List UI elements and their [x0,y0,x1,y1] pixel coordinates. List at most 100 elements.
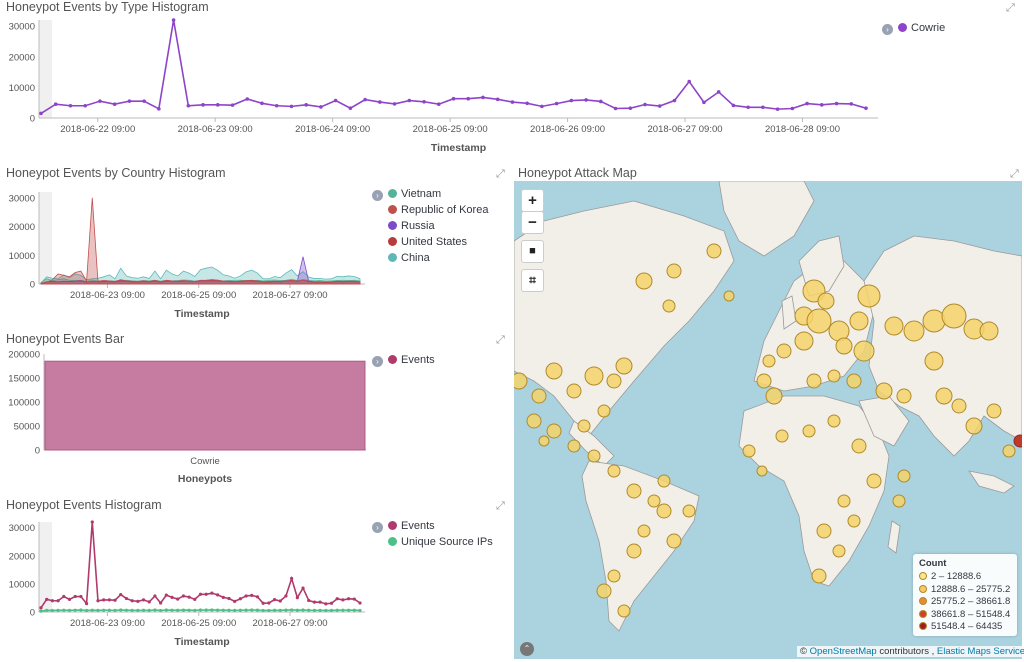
data-point [127,99,132,103]
indonesia [968,470,1015,494]
attack-point [897,469,911,483]
legend-item-events[interactable]: Events [388,354,435,366]
y-tick-label: 30000 [9,22,35,33]
data-point [599,99,603,104]
data-point [278,599,282,603]
series-area-republic-of-korea [40,197,361,285]
legend-toggle-icon[interactable]: › [372,190,383,201]
map-legend-row: 38661.8 – 51548.4 [919,609,1011,622]
events-histogram-panel: Honeypot Events Histogram ⤢ 0 10000 20000 3… [0,498,512,662]
data-point [284,608,288,612]
attack-point [965,417,983,435]
zoom-in-button[interactable]: + [521,189,544,212]
data-point [68,103,73,108]
legend-item-russia[interactable]: Russia [388,220,435,232]
data-point [79,594,83,599]
y-tick-label: 50000 [14,422,40,433]
attack-point [538,435,550,447]
map-legend-row: 2 – 12888.6 [919,571,1011,584]
attack-point [849,311,869,331]
expand-icon[interactable]: ⤢ [496,334,505,346]
legend-dot [388,189,397,198]
data-point [56,599,60,603]
attack-point [922,309,946,333]
type-histogram-chart: 0 10000 20000 30000 2018-06-22 09:00 2018-06-… [9,18,878,154]
legend-label: Republic of Korea [401,204,489,216]
legend-item-unique-source-ips[interactable]: Unique Source IPs [388,536,493,548]
data-point [136,608,140,612]
data-point [525,101,529,106]
crop-button[interactable]: ⌗ [521,269,544,292]
legend-swatch [919,597,927,605]
legend-dot [898,23,907,32]
attack-point [526,413,542,429]
attack-point [742,444,756,458]
data-point [358,601,362,605]
legend-item-china[interactable]: China [388,252,430,264]
data-point [250,608,254,612]
data-point [319,105,323,109]
events-bar-panel: Honeypot Events Bar ⤢ 0 50000 100000 150000… [0,332,512,492]
data-point [113,598,117,602]
data-point [233,599,237,603]
expand-icon[interactable]: ⤢ [1006,2,1015,14]
legend-item-cowrie[interactable]: Cowrie [898,22,945,34]
attack-point [756,373,772,389]
data-point [201,103,205,107]
data-point [39,606,43,610]
ems-link[interactable]: Elastic Maps Service [936,646,1024,657]
legend-item-united-states[interactable]: United States [388,236,467,248]
map-collapse-icon[interactable]: ⌃ [520,642,534,656]
data-point [73,608,77,612]
world-map[interactable] [514,181,1022,659]
zoom-out-button[interactable]: − [521,211,544,234]
data-point [159,601,163,605]
madagascar [887,520,901,554]
data-point [176,608,180,612]
south-america [581,460,700,632]
osm-link[interactable]: OpenStreetMap [809,646,877,657]
data-point [290,576,294,581]
data-point [215,593,220,597]
legend-item-republic-of-korea[interactable]: Republic of Korea [388,204,488,216]
data-point [233,608,237,612]
map-attribution: © OpenStreetMap contributors , Elastic M… [797,646,1024,657]
attack-point [776,343,792,359]
attack-point [617,604,631,618]
data-point [540,104,544,109]
draw-shape-button[interactable]: ■ [521,240,544,263]
legend-item-vietnam[interactable]: Vietnam [388,188,441,200]
x-tick-label: 2018-06-22 09:00 [60,124,135,135]
data-point [124,596,129,601]
data-point [775,107,780,111]
data-point [481,95,485,100]
x-axis-title: Timestamp [431,142,486,154]
data-point [142,99,146,103]
data-point [335,608,339,612]
legend-item-events[interactable]: Events [388,520,435,532]
data-point [272,608,277,612]
data-point [50,599,54,603]
legend-toggle-icon[interactable]: › [372,522,383,533]
legend-label: Events [401,520,435,532]
y-tick-label: 20000 [9,52,35,63]
expand-icon[interactable]: ⤢ [496,500,505,512]
panel-title: Honeypot Events by Country Histogram [6,166,226,180]
data-point [119,592,123,597]
legend-toggle-icon[interactable]: › [372,356,383,367]
attack-point [806,308,832,334]
expand-icon[interactable]: ⤢ [496,168,505,180]
copyright-symbol: © [800,646,807,657]
attack-point [875,382,893,400]
legend-toggle-icon[interactable]: › [882,24,893,35]
data-point [295,608,299,612]
data-point [261,601,265,605]
data-point [53,102,58,107]
expand-icon[interactable]: ⤢ [1010,168,1019,180]
map-legend-row: 51548.4 – 64435 [919,621,1011,634]
events-histogram-chart: 0 10000 20000 30000 2018-06-23 09:00 2018-06-… [9,520,365,648]
y-tick-label: 0 [35,446,40,457]
attack-point [765,387,783,405]
map-legend: Count 2 – 12888.6 12888.6 – 25775.2 2577… [913,554,1017,636]
data-point [324,602,328,606]
